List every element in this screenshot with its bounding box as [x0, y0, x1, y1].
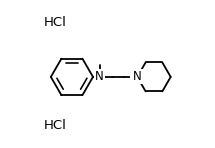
Text: HCl: HCl — [44, 119, 66, 132]
Text: N: N — [95, 70, 104, 83]
Text: HCl: HCl — [44, 16, 66, 29]
Text: N: N — [133, 70, 142, 83]
Text: N: N — [131, 70, 140, 83]
